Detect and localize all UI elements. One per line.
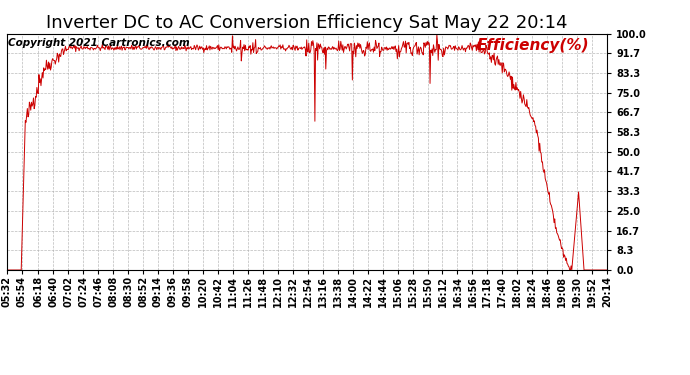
Title: Inverter DC to AC Conversion Efficiency Sat May 22 20:14: Inverter DC to AC Conversion Efficiency … [46, 14, 568, 32]
Text: Efficiency(%): Efficiency(%) [477, 39, 589, 54]
Text: Copyright 2021 Cartronics.com: Copyright 2021 Cartronics.com [8, 39, 190, 48]
